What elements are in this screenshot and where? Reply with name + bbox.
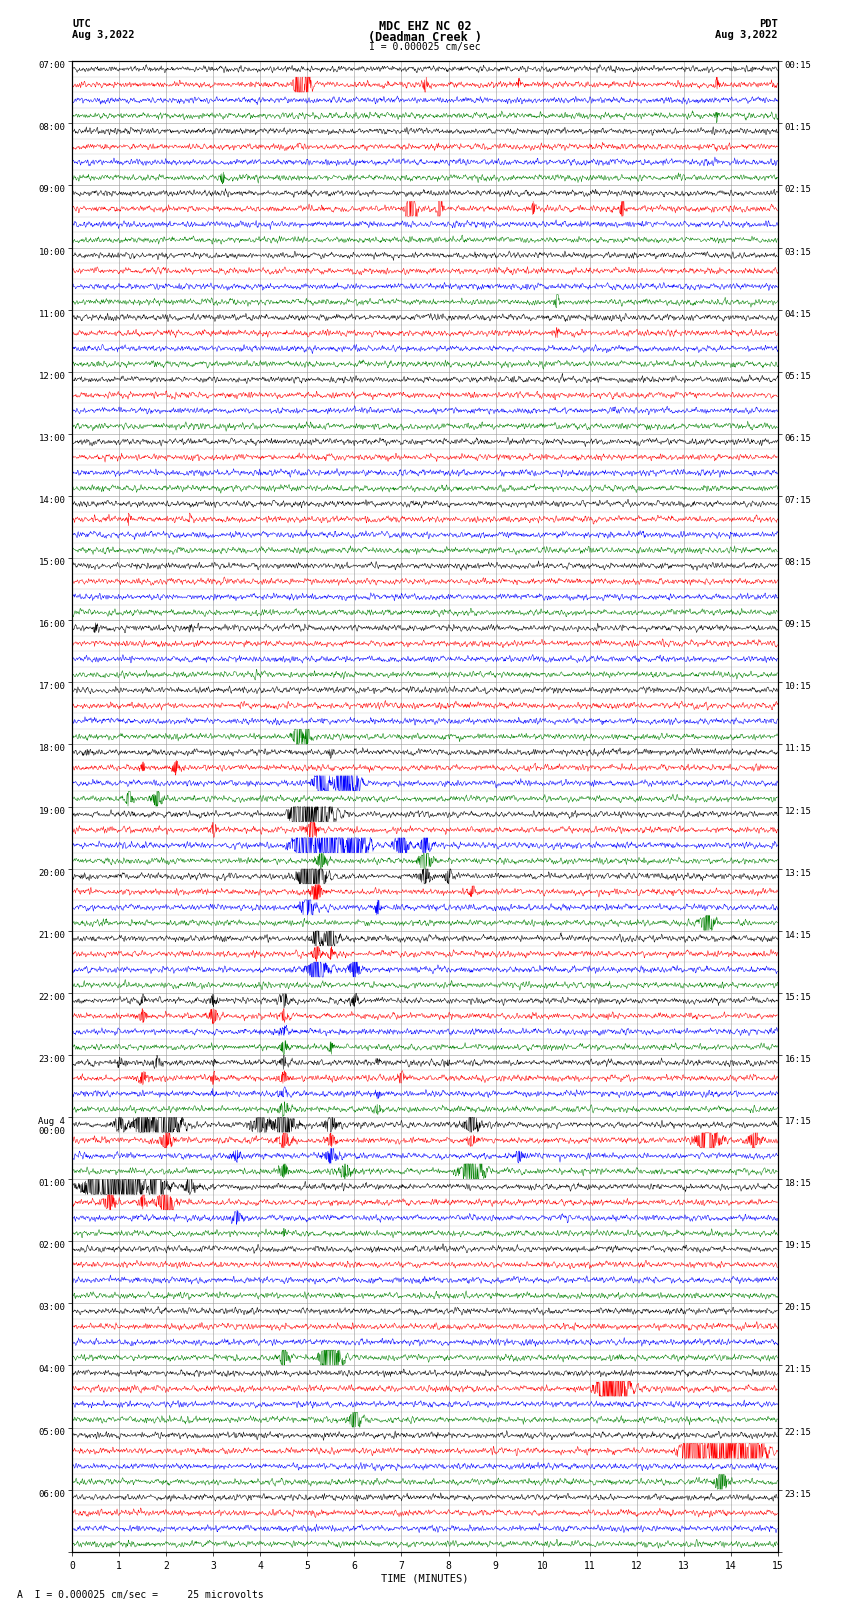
Text: (Deadman Creek ): (Deadman Creek ) (368, 31, 482, 44)
X-axis label: TIME (MINUTES): TIME (MINUTES) (382, 1574, 468, 1584)
Text: Aug 3,2022: Aug 3,2022 (715, 31, 778, 40)
Text: A  I = 0.000025 cm/sec =     25 microvolts: A I = 0.000025 cm/sec = 25 microvolts (17, 1590, 264, 1600)
Text: PDT: PDT (759, 19, 778, 29)
Text: UTC: UTC (72, 19, 91, 29)
Text: I = 0.000025 cm/sec: I = 0.000025 cm/sec (369, 42, 481, 52)
Text: Aug 3,2022: Aug 3,2022 (72, 31, 135, 40)
Text: MDC EHZ NC 02: MDC EHZ NC 02 (379, 19, 471, 34)
